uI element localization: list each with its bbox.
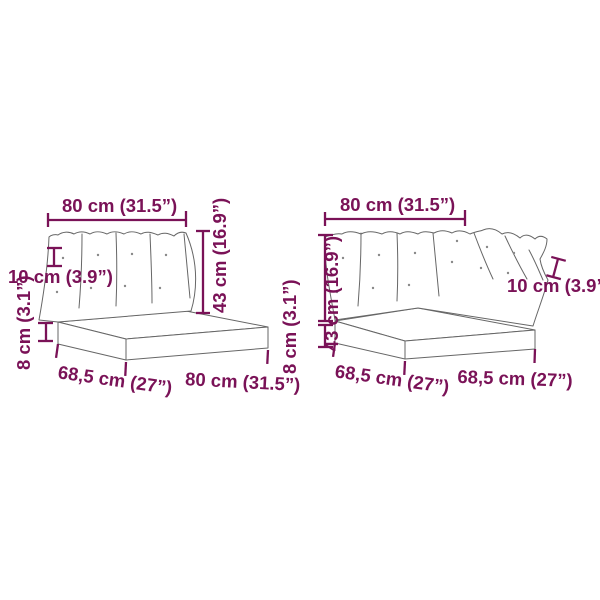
svg-text:8 cm (3.1”): 8 cm (3.1”)	[279, 279, 300, 374]
svg-text:43 cm (16.9”): 43 cm (16.9”)	[209, 198, 230, 313]
svg-text:68,5 cm (27”): 68,5 cm (27”)	[457, 366, 573, 391]
svg-text:80 cm (31.5”): 80 cm (31.5”)	[62, 195, 177, 216]
svg-text:10 cm (3.9”): 10 cm (3.9”)	[507, 275, 600, 296]
svg-text:8 cm (3.1”): 8 cm (3.1”)	[13, 275, 34, 370]
svg-text:80 cm (31.5”): 80 cm (31.5”)	[340, 194, 455, 215]
